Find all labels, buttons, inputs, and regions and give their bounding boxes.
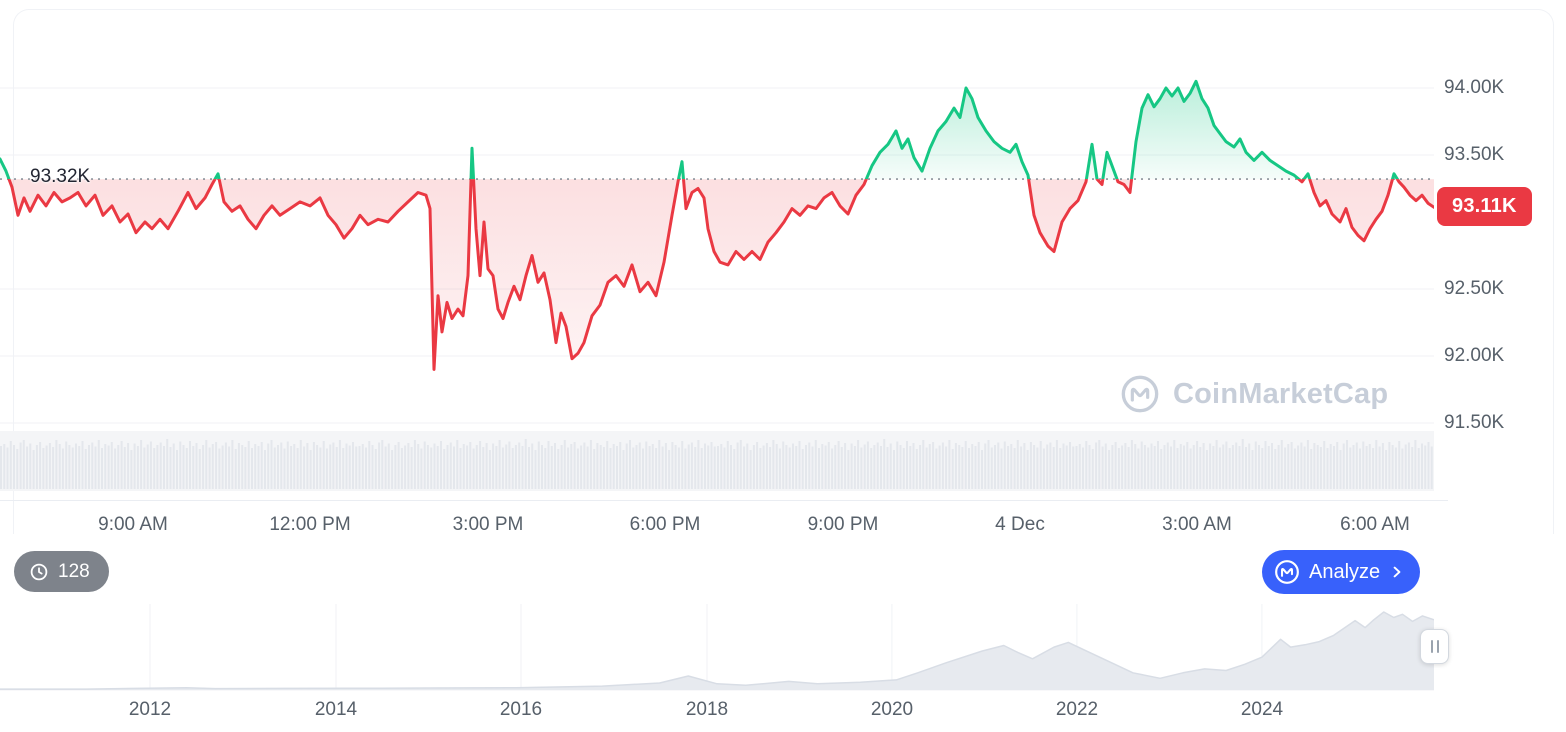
drag-handle-icon: [1436, 640, 1439, 653]
history-count-badge[interactable]: 128: [14, 551, 109, 592]
x-axis-label: 9:00 PM: [807, 514, 879, 535]
timeline-navigator[interactable]: [0, 602, 1435, 694]
y-axis-label: 94.00K: [1444, 77, 1505, 98]
chevron-right-icon: [1393, 566, 1401, 578]
year-label: 2020: [870, 699, 914, 720]
y-axis-label: 91.50K: [1444, 412, 1505, 433]
x-axis-label: 4 Dec: [995, 514, 1045, 535]
year-label: 2024: [1240, 699, 1284, 720]
watermark: CoinMarketCap: [1120, 374, 1388, 414]
x-axis-separator: [0, 500, 1448, 501]
year-label: 2018: [685, 699, 729, 720]
analyze-button[interactable]: Analyze: [1262, 550, 1421, 594]
x-axis-label: 6:00 PM: [629, 514, 701, 535]
coinmarketcap-logo-icon: [1275, 560, 1299, 584]
y-axis-label: 92.00K: [1444, 345, 1505, 366]
x-axis-label: 9:00 AM: [98, 514, 168, 535]
year-label: 2016: [499, 699, 543, 720]
current-price-badge: 93.11K: [1437, 187, 1532, 227]
history-count-label: 128: [58, 560, 90, 582]
year-label: 2012: [128, 699, 172, 720]
watermark-text: CoinMarketCap: [1173, 377, 1389, 410]
x-axis-label: 3:00 AM: [1162, 514, 1232, 535]
coinmarketcap-logo-icon: [1121, 375, 1159, 413]
y-axis-label: 92.50K: [1444, 278, 1505, 299]
x-axis-label: 3:00 PM: [452, 514, 524, 535]
navigator-resize-handle[interactable]: [1420, 629, 1449, 664]
year-label: 2022: [1055, 699, 1099, 720]
drag-handle-icon: [1430, 640, 1433, 653]
price-chart[interactable]: [0, 0, 1434, 500]
y-axis-label: 93.50K: [1444, 144, 1505, 165]
year-label: 2014: [314, 699, 358, 720]
x-axis-label: 12:00 PM: [269, 514, 351, 535]
analyze-label: Analyze: [1309, 560, 1381, 583]
history-clock-icon: [30, 563, 48, 580]
baseline-price-label: 93.32K: [30, 166, 91, 188]
x-axis-label: 6:00 AM: [1340, 514, 1410, 535]
